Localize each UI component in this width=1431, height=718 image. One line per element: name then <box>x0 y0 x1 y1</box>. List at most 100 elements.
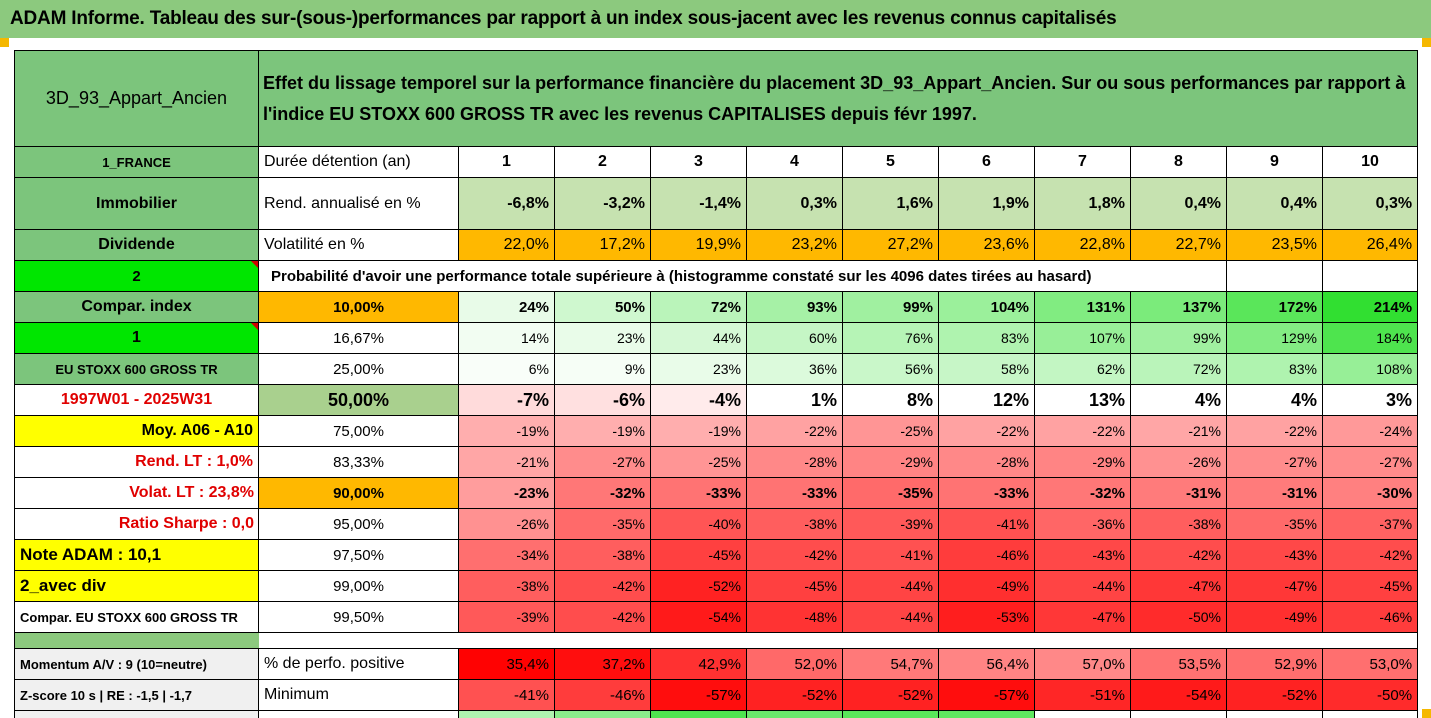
stats-cell: 167% <box>938 710 1035 718</box>
quantile-cell: 9% <box>554 353 651 385</box>
table-description: Effet du lissage temporel sur la perform… <box>257 50 1419 147</box>
probability-caption-row: 2 Probabilité d'avoir une performance to… <box>14 260 1419 292</box>
quantile-cell: -46% <box>1321 601 1419 633</box>
stats-cell: 53,5% <box>1130 648 1227 680</box>
stats-cell: 37,2% <box>554 648 651 680</box>
quantile-cell: -48% <box>746 601 843 633</box>
quantile-cell: -28% <box>938 446 1035 478</box>
caption-empty-cell <box>1321 260 1419 292</box>
spacer-cell <box>14 632 259 649</box>
stats-cell: 83% <box>458 710 555 718</box>
annualized-return-cell: -3,2% <box>554 177 651 230</box>
holding-period-header: 10 <box>1321 146 1419 178</box>
left-label-note: Note ADAM : 10,1 <box>14 539 259 571</box>
quantile-label: 83,33% <box>258 446 459 478</box>
quantile-cell: -45% <box>650 539 747 571</box>
quantile-cell: 6% <box>458 353 555 385</box>
quantile-cell: -32% <box>554 477 651 509</box>
quantile-cell: 104% <box>938 291 1035 323</box>
code-label: 2 <box>14 260 259 292</box>
left-label-index-name: EU STOXX 600 GROSS TR <box>14 353 259 385</box>
quantile-label: 10,00% <box>258 291 459 323</box>
annualized-return-cell: 0,4% <box>1130 177 1227 230</box>
quantile-cell: -22% <box>938 415 1035 447</box>
quantile-cell: 12% <box>938 384 1035 416</box>
quantile-cell: -27% <box>1321 446 1419 478</box>
quantile-cell: 13% <box>1034 384 1131 416</box>
quantile-label: 99,00% <box>258 570 459 602</box>
volatility-cell: 23,5% <box>1226 229 1323 261</box>
quantile-cell: -35% <box>842 477 939 509</box>
quantile-cell: -29% <box>842 446 939 478</box>
holding-period-label: Durée détention (an) <box>258 146 459 178</box>
quantile-row: 2_avec div 99,00% -38% -42% -52% -45% -44% -49%… <box>14 570 1419 602</box>
probability-caption: Probabilité d'avoir une performance tota… <box>258 260 1227 292</box>
corner-marker-bottom-right <box>1422 709 1431 718</box>
quantile-cell: -50% <box>1130 601 1227 633</box>
performance-table: 3D_93_Appart_Ancien Effet du lissage tem… <box>14 50 1419 718</box>
stats-cell: 35,4% <box>458 648 555 680</box>
left-label-one: 1 <box>14 322 259 354</box>
quantile-label: 50,00% <box>258 384 459 416</box>
stats-cell: x 4,5 <box>1130 710 1227 718</box>
quantile-cell: 36% <box>746 353 843 385</box>
quantile-cell: 60% <box>746 322 843 354</box>
volatility-cell: 27,2% <box>842 229 939 261</box>
quantile-cell: 24% <box>458 291 555 323</box>
holding-period-header: 3 <box>650 146 747 178</box>
quantile-cell: -22% <box>746 415 843 447</box>
quantile-cell: -44% <box>1034 570 1131 602</box>
stats-cell: -52% <box>746 679 843 711</box>
quantile-cell: 1% <box>746 384 843 416</box>
annualized-return-cell: 0,3% <box>746 177 843 230</box>
annualized-return-cell: -1,4% <box>650 177 747 230</box>
annualized-return-cell: 0,4% <box>1226 177 1323 230</box>
volatility-cell: 19,9% <box>650 229 747 261</box>
quantile-cell: -47% <box>1226 570 1323 602</box>
quantile-cell: 44% <box>650 322 747 354</box>
quantile-cell: 214% <box>1321 291 1419 323</box>
stats-cell: -57% <box>650 679 747 711</box>
stats-cell: -52% <box>842 679 939 711</box>
caption-empty-cell <box>1226 260 1323 292</box>
quantile-cell: 23% <box>554 322 651 354</box>
stats-cell: 57,0% <box>1034 648 1131 680</box>
corner-marker-right <box>1422 38 1431 47</box>
holding-period-header: 6 <box>938 146 1035 178</box>
stats-row: Momentum A/V : 9 (10=neutre)% de perfo. … <box>14 648 1419 680</box>
quantile-cell: -53% <box>938 601 1035 633</box>
asset-name: 3D_93_Appart_Ancien <box>14 50 259 147</box>
stats-cell: 172% <box>842 710 939 718</box>
quantile-cell: -7% <box>458 384 555 416</box>
volatility-cell: 22,8% <box>1034 229 1131 261</box>
quantile-cell: -22% <box>1226 415 1323 447</box>
stats-cell: -54% <box>1130 679 1227 711</box>
quantile-cell: -38% <box>554 539 651 571</box>
quantile-label: 90,00% <box>258 477 459 509</box>
quantile-cell: 56% <box>842 353 939 385</box>
stats-cell: 53,0% <box>1321 648 1419 680</box>
annualized-return-cell: 1,9% <box>938 177 1035 230</box>
quantile-cell: -30% <box>1321 477 1419 509</box>
stats-cell: -57% <box>938 679 1035 711</box>
quantile-cell: -26% <box>1130 446 1227 478</box>
quantile-label: 25,00% <box>258 353 459 385</box>
annualized-return-cell: 1,8% <box>1034 177 1131 230</box>
quantile-cell: 23% <box>650 353 747 385</box>
quantile-cell: 4% <box>1130 384 1227 416</box>
holding-period-header: 1 <box>458 146 555 178</box>
volatility-cell: 17,2% <box>554 229 651 261</box>
quantile-cell: -45% <box>1321 570 1419 602</box>
stats-row: Régularité croiss. : 7,2 / 20Maximum83%1… <box>14 710 1419 718</box>
quantile-cell: 131% <box>1034 291 1131 323</box>
quantile-cell: -23% <box>458 477 555 509</box>
quantile-cell: -44% <box>842 601 939 633</box>
stats-cell: 122% <box>554 710 651 718</box>
stats-cell: -50% <box>1321 679 1419 711</box>
quantile-cell: -36% <box>1034 508 1131 540</box>
quantile-cell: -25% <box>650 446 747 478</box>
quantile-cell: -43% <box>1226 539 1323 571</box>
left-label-regularite: Régularité croiss. : 7,2 / 20 <box>14 710 259 718</box>
income-label: Dividende <box>14 229 259 261</box>
